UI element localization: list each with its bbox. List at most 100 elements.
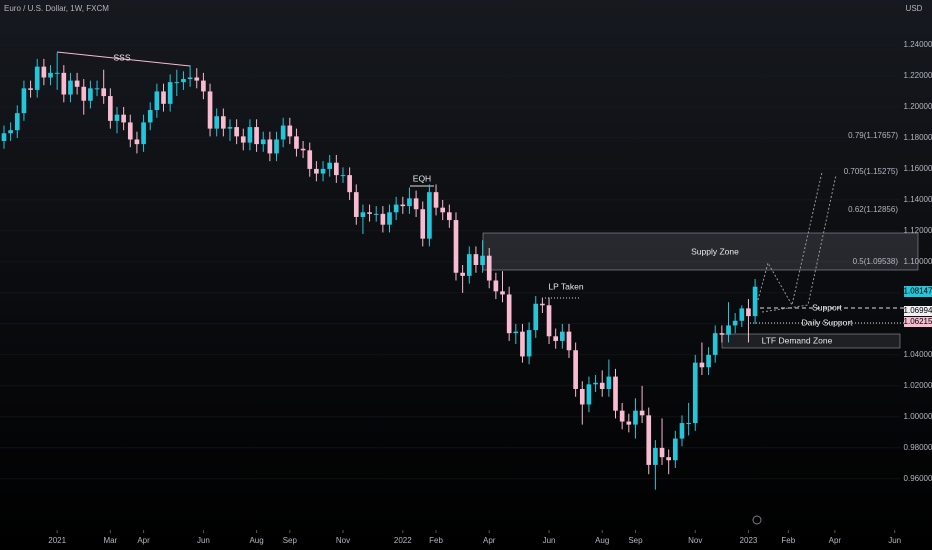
candle-body [447,212,452,221]
candle-body [280,125,286,140]
candle-body [320,168,326,174]
candle-body [307,150,313,169]
chart-title: Euro / U.S. Dollar, 1W, FXCM [4,4,109,13]
candle-body [666,457,672,461]
x-tick-label: Aug [595,536,609,545]
candle-body [546,305,552,337]
candle-body [300,148,306,151]
candle-body [240,136,246,143]
candle-body [540,303,545,306]
candle-body [486,255,492,281]
candle-body [732,320,738,326]
y-tick-label: 1.04000 [904,350,932,359]
y-tick-label: 0.96000 [904,474,932,483]
candle-body [526,330,532,357]
candle-body [427,192,432,239]
candle-body [340,175,346,177]
x-tick-label: Apr [829,536,842,545]
candle-body [393,204,399,213]
candle-body [586,384,592,405]
candle-body [141,122,146,145]
candle-body [673,438,678,461]
candle-body [752,286,758,317]
candle-body [573,350,578,389]
candle-body [367,212,372,214]
candle-body [294,136,299,149]
candle-body [61,72,67,95]
candle-body [413,198,419,210]
candle-body [500,291,505,295]
x-tick-label: Feb [429,536,443,545]
candle-body [639,410,645,416]
candle-body [593,382,598,385]
candle-body [619,410,625,422]
y-tick-label: 1.22000 [904,71,932,80]
candle-body [739,308,745,321]
eqh-label: EQH [413,173,431,183]
supply-label: Supply Zone [691,246,739,256]
candle-body [712,333,718,355]
x-tick-label: Nov [688,536,702,545]
candle-body [28,88,33,90]
candle-body [74,80,80,87]
candle-body [513,331,519,334]
x-tick-label: Aug [249,536,263,545]
candle-body [699,362,705,368]
sss-label: SSS [113,52,130,62]
candle-body [181,79,186,83]
candle-body [254,127,259,145]
candle-body [121,114,126,123]
y-tick-label: 1.16000 [904,164,932,173]
sss-line [56,51,191,67]
candle-body [1,133,7,142]
candle-body [21,88,27,114]
candle-body [407,198,412,207]
candle-body [360,212,366,217]
candle-body [400,204,406,207]
candle-body [247,127,253,143]
candle-body [679,423,685,439]
candle-body [347,175,352,193]
x-tick-label: Feb [781,536,795,545]
candle-body [440,207,446,213]
price-tag-label: 1.06215 [904,317,932,326]
candle-body [480,255,485,265]
candle-body [221,116,226,129]
fib-label: 0.705(1.15275) [844,167,899,176]
candle-body [114,114,120,121]
candle-body [34,66,40,90]
candle-body [134,139,140,145]
y-tick-label: 1.14000 [904,195,932,204]
x-tick-label: Jun [197,536,210,545]
price-tag-label: 1.06994 [904,306,932,315]
candle-body [493,280,499,292]
candle-body [194,77,200,81]
x-tick-label: Jun [888,536,901,545]
candle-body [108,96,113,121]
candle-body [659,447,665,458]
candle-body [314,168,319,174]
candle-body [353,192,359,217]
candle-body [560,331,565,341]
candle-body [287,125,293,137]
candle-body [473,254,479,265]
y-tick-label: 1.24000 [904,40,932,49]
candle-body [48,72,53,78]
candle-body [466,254,472,276]
price-tag [904,306,932,316]
candle-body [274,139,279,154]
supply-zone [482,232,919,271]
price-tag [904,286,932,297]
candle-body [167,82,173,104]
candle-body [613,376,618,411]
candle-body [174,82,180,84]
price-tag [904,317,932,327]
candle-body [187,77,193,80]
candle-body [420,209,426,239]
fib-label: 0.62(1.12856) [848,205,898,214]
candle-body [161,91,166,104]
lp-label: LP Taken [548,281,583,291]
x-tick-label: 2023 [740,536,758,545]
